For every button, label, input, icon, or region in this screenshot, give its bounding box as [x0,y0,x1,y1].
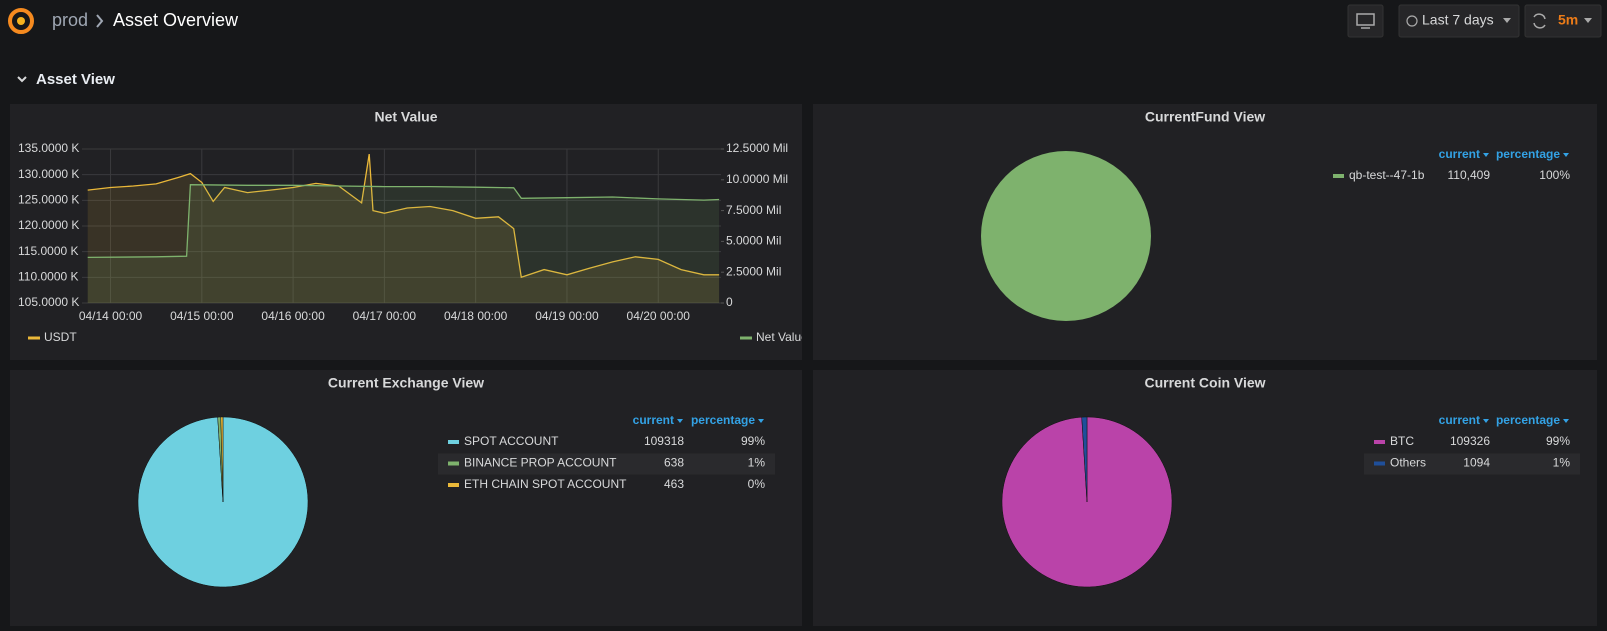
series-line [87,153,720,279]
row-title[interactable]: Asset View [36,71,115,88]
x-tick-label: 04/17 00:00 [353,309,417,323]
x-tick-label: 04/19 00:00 [535,309,599,323]
series-area [87,154,720,303]
x-tick-label: 04/15 00:00 [170,309,234,323]
panel-title: Current Exchange View [328,375,484,391]
y-tick-label: 105.0000 K [18,295,79,309]
y2-tick-label: 5.0000 Mil [726,234,781,248]
x-tick-label: 04/14 00:00 [79,309,143,323]
sort-caret [758,419,764,423]
sort-caret [1483,153,1489,157]
legend-label: Net Value [756,330,802,344]
pie-slice [1081,416,1088,503]
sort-caret [677,419,683,423]
legend-row-bg [438,453,775,475]
legend-column-header: percentage [1496,413,1560,427]
legend-column-header: percentage [691,413,755,427]
series-line [87,184,720,259]
time-picker[interactable] [1398,4,1520,38]
y-tick-label: 120.0000 K [18,218,79,232]
legend-label: BTC [1390,434,1414,448]
row-collapse-icon[interactable] [17,76,27,83]
y2-tick-label: 7.5000 Mil [726,203,781,217]
y-tick-label: 130.0000 K [18,167,79,181]
y-tick-label: 115.0000 K [18,244,79,258]
time-range[interactable]: Last 7 days [1422,12,1494,28]
line-chart: Net Value 105.0000 K 110.0000 K 115.0000 K 1… [18,109,808,344]
legend-label: SPOT ACCOUNT [464,434,559,448]
legend-current: 109318 [644,434,684,448]
time-caret [1503,18,1511,23]
y-tick-label: 110.0000 K [18,270,79,284]
legend-column-header: percentage [1496,147,1560,161]
panel: CurrentFund View current percentage qb-test… [813,104,1597,360]
top-bar: prod Asset Overview Last 7 days 5m Asset… [8,4,1602,88]
panel-title: Net Value [374,109,437,125]
legend-percentage: 99% [1546,434,1570,448]
series-area [87,184,720,303]
y-tick-label: 135.0000 K [18,141,79,155]
legend-label: USDT [44,330,77,344]
x-tick-label: 04/18 00:00 [444,309,508,323]
legend-current: 109326 [1450,434,1490,448]
legend-current: 463 [664,477,684,491]
tv-icon [1356,13,1375,26]
panel-title: Current Coin View [1144,375,1265,391]
y2-tick-label: 2.5000 Mil [726,264,781,278]
legend-current: 110,409 [1448,168,1491,182]
refresh-icon [1533,13,1546,29]
y2-tick-label: 12.5000 Mil [726,141,788,155]
y-tick-label: 125.0000 K [18,193,79,207]
legend-current: 1094 [1463,456,1490,470]
legend-label: Others [1390,456,1426,470]
sort-caret [1563,153,1569,157]
legend-percentage: 1% [748,456,766,470]
legend-label: ETH CHAIN SPOT ACCOUNT [464,477,627,491]
refresh-picker[interactable] [1524,4,1602,38]
legend-column-header: current [1439,413,1480,427]
legend-row-bg [1364,453,1580,475]
legend-percentage: 1% [1553,456,1571,470]
breadcrumb-separator [96,14,104,28]
pie-slice [220,416,224,503]
grafana-logo[interactable] [8,8,34,34]
x-tick-label: 04/20 00:00 [627,309,691,323]
clock-icon [1406,15,1418,27]
refresh-interval[interactable]: 5m [1558,12,1578,28]
y2-tick-label: 0 [726,295,733,309]
sort-caret [1563,419,1569,423]
refresh-caret [1584,18,1592,23]
sort-caret [1483,419,1489,423]
panel: Net Value 105.0000 K 110.0000 K 115.0000 K 1… [10,104,808,360]
legend-label: qb-test--47-1b [1349,168,1425,182]
legend-column-header: current [1439,147,1480,161]
legend-column-header: current [633,413,674,427]
breadcrumb-parent[interactable]: prod [52,10,88,30]
legend-current: 638 [664,456,684,470]
panel: Current Coin View current percentage BTC 109… [813,370,1597,626]
pie-slice [981,151,1151,321]
x-tick-label: 04/16 00:00 [261,309,325,323]
pie-chart: Current Coin View current percentage BTC 109… [1001,375,1580,588]
tv-mode-button[interactable] [1347,4,1384,38]
legend-percentage: 100% [1539,168,1570,182]
pie-chart: Current Exchange View current percentage SP… [137,375,775,588]
legend-percentage: 99% [741,434,765,448]
legend-percentage: 0% [748,477,766,491]
pie-chart: CurrentFund View current percentage qb-test… [981,109,1570,321]
panel-title: CurrentFund View [1145,109,1265,125]
dashboard-title[interactable]: Asset Overview [113,10,239,30]
panel: Current Exchange View current percentage SP… [10,370,802,626]
legend-label: BINANCE PROP ACCOUNT [464,456,617,470]
y2-tick-label: 10.0000 Mil [726,172,788,186]
